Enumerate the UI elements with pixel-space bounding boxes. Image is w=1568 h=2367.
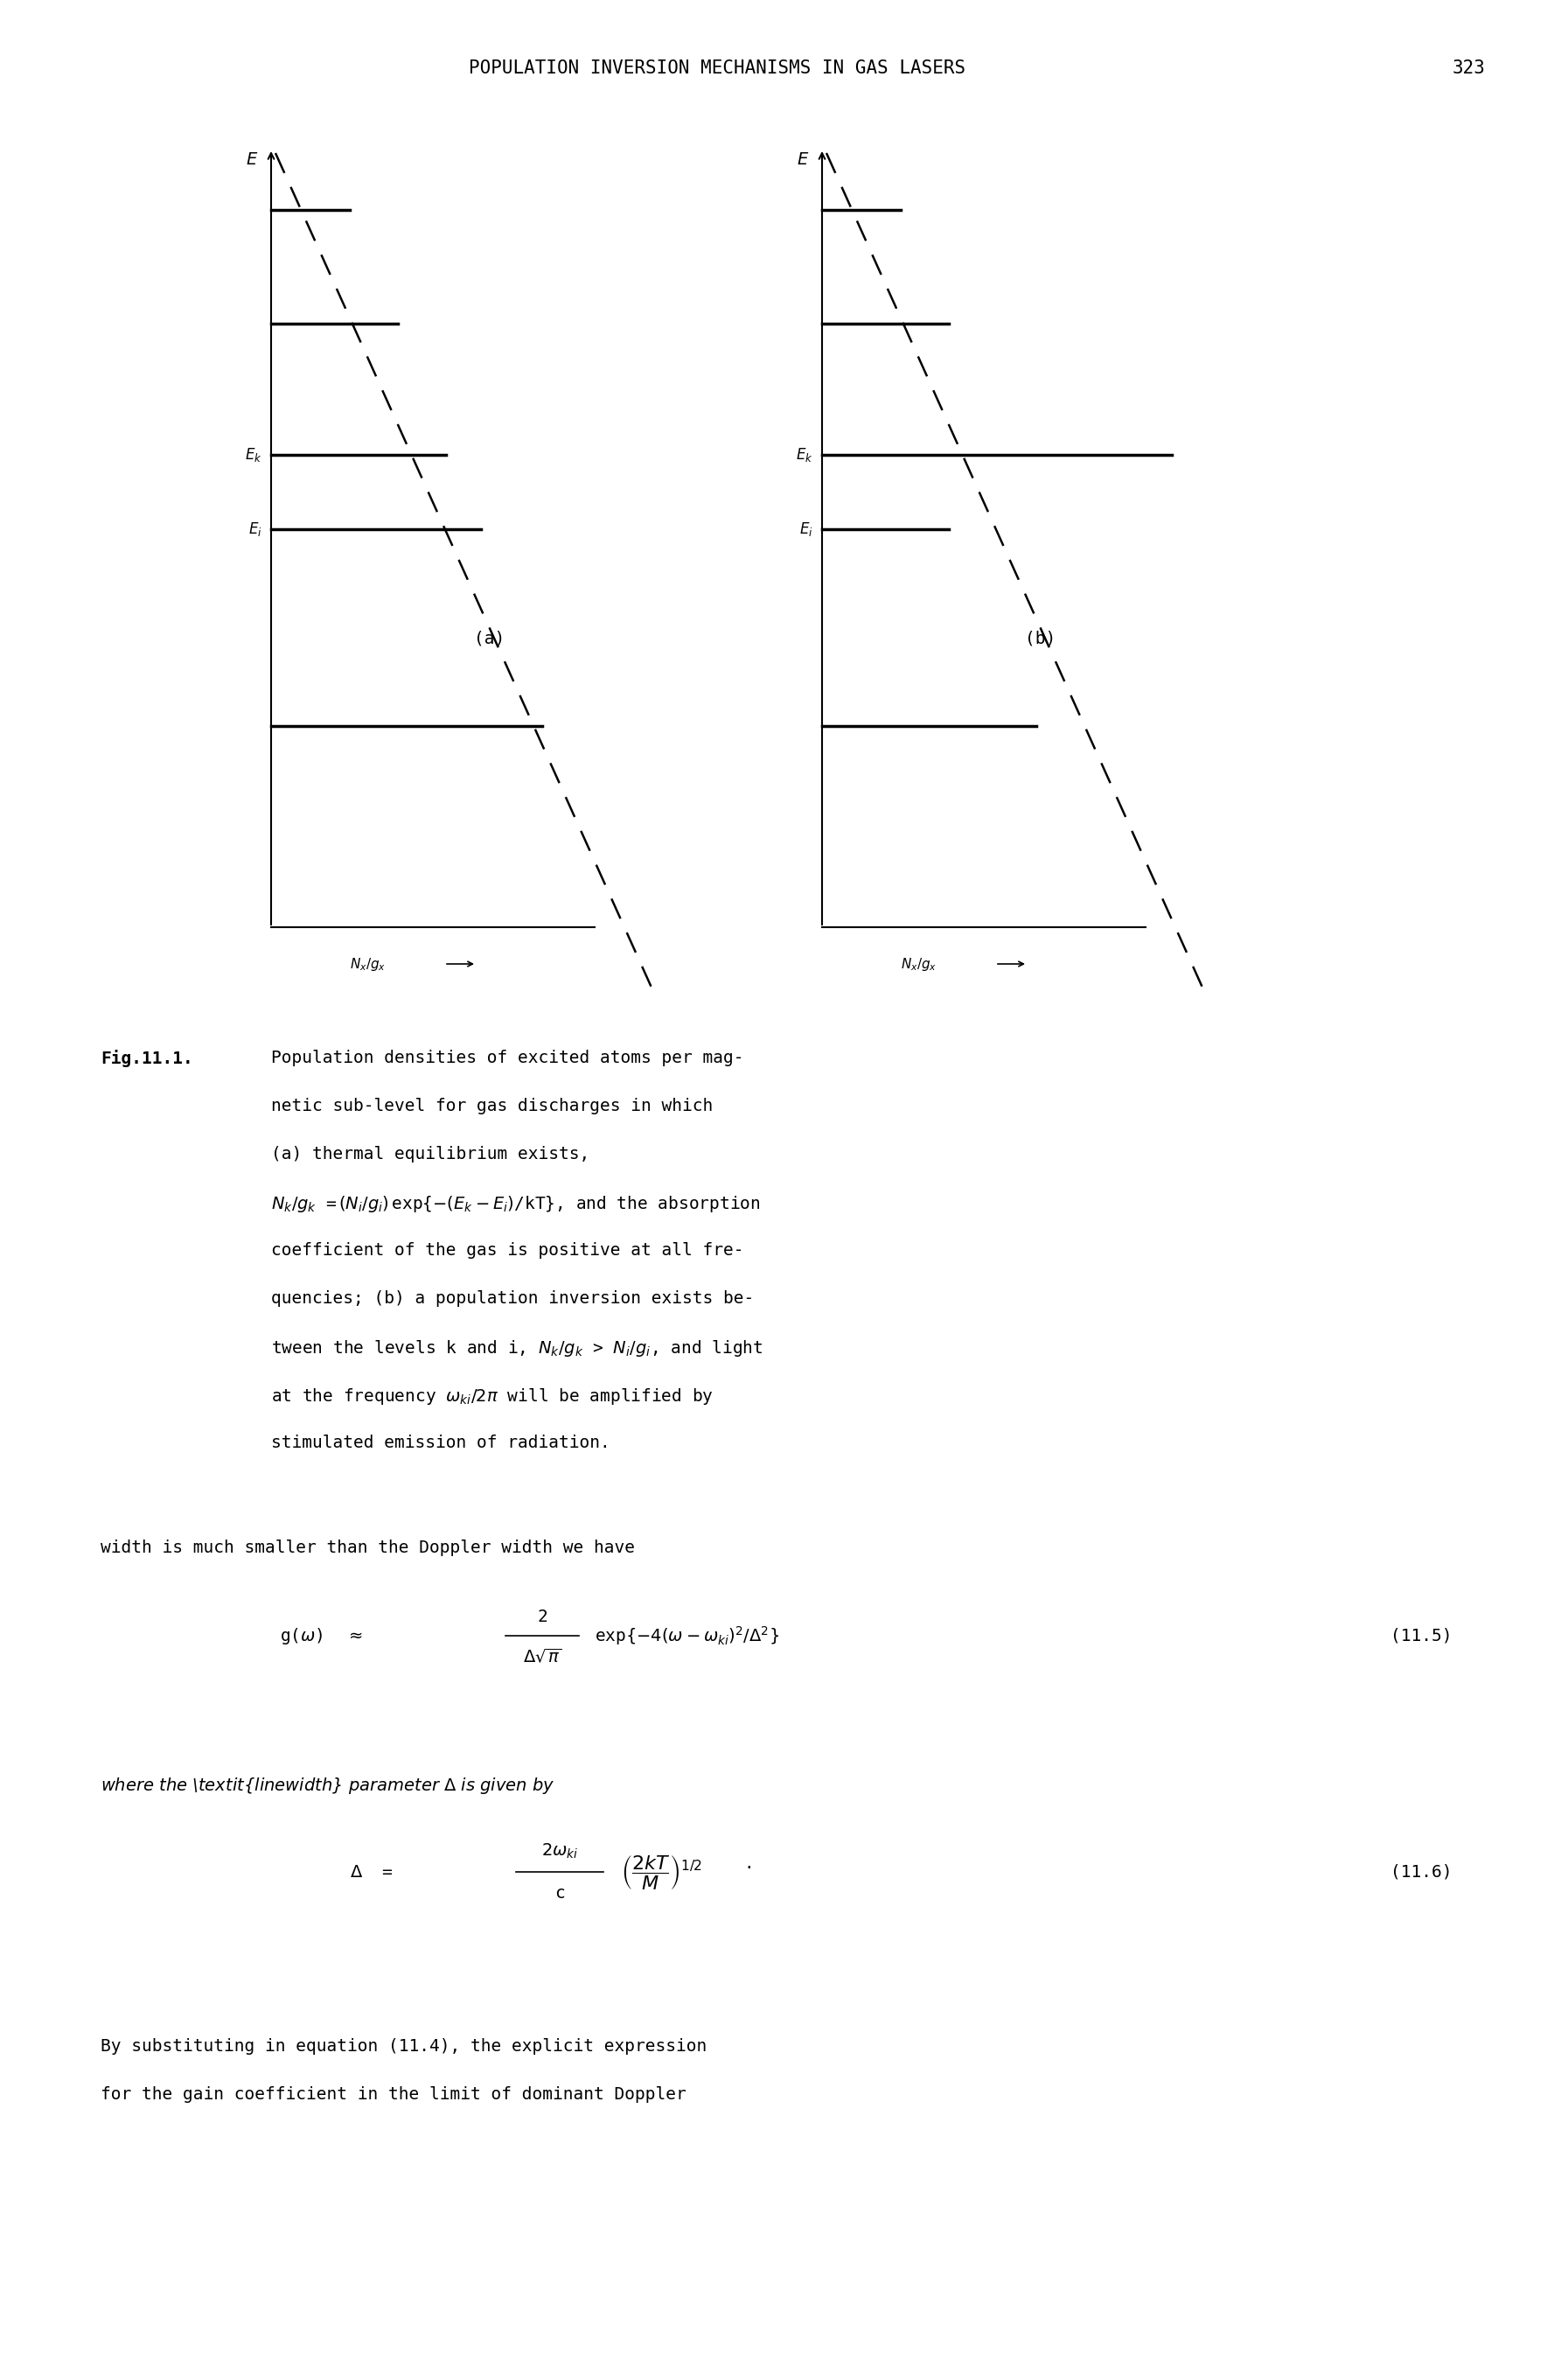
Text: width is much smaller than the Doppler width we have: width is much smaller than the Doppler w…: [100, 1539, 635, 1555]
Text: coefficient of the gas is positive at all fre-: coefficient of the gas is positive at al…: [271, 1243, 743, 1259]
Text: $E_k$: $E_k$: [245, 445, 262, 464]
Text: stimulated emission of radiation.: stimulated emission of radiation.: [271, 1434, 610, 1451]
Text: exp$\{-4(\omega-\omega_{ki})^2/\Delta^2\}$: exp$\{-4(\omega-\omega_{ki})^2/\Delta^2\…: [594, 1624, 779, 1647]
Text: (11.6): (11.6): [1391, 1863, 1452, 1879]
Text: $\left(\dfrac{2kT}{M}\right)^{1/2}$: $\left(\dfrac{2kT}{M}\right)^{1/2}$: [621, 1853, 702, 1891]
Text: POPULATION INVERSION MECHANISMS IN GAS LASERS: POPULATION INVERSION MECHANISMS IN GAS L…: [469, 59, 966, 78]
Text: $\Delta$  =: $\Delta$ =: [350, 1863, 394, 1879]
Text: $E_i$: $E_i$: [800, 521, 814, 537]
Text: (11.5): (11.5): [1391, 1628, 1452, 1645]
Text: at the frequency $\omega_{ki}/2\pi$ will be amplified by: at the frequency $\omega_{ki}/2\pi$ will…: [271, 1387, 713, 1406]
Text: g($\omega$)  $\approx$: g($\omega$) $\approx$: [279, 1626, 364, 1645]
Text: By substituting in equation (11.4), the explicit expression: By substituting in equation (11.4), the …: [100, 2038, 707, 2055]
Text: netic sub-level for gas discharges in which: netic sub-level for gas discharges in wh…: [271, 1098, 713, 1115]
Text: (b): (b): [1025, 630, 1057, 646]
Text: $E$: $E$: [246, 151, 259, 168]
Text: Fig.11.1.: Fig.11.1.: [100, 1049, 193, 1068]
Text: where the \textit{linewidth} parameter $\Delta$ is given by: where the \textit{linewidth} parameter $…: [100, 1775, 555, 1797]
Text: (a): (a): [474, 630, 505, 646]
Text: 2: 2: [538, 1607, 547, 1624]
Text: $E$: $E$: [797, 151, 809, 168]
Text: $N_k/g_k$ =$\,(N_i/g_i)\,$exp{$-(E_k-E_i)$/kT}, and the absorption: $N_k/g_k$ =$\,(N_i/g_i)\,$exp{$-(E_k-E_i…: [271, 1193, 760, 1214]
Text: c: c: [555, 1884, 564, 1901]
Text: $N_x/g_x$: $N_x/g_x$: [900, 956, 938, 973]
Text: (a) thermal equilibrium exists,: (a) thermal equilibrium exists,: [271, 1146, 590, 1162]
Text: $E_i$: $E_i$: [249, 521, 262, 537]
Text: 323: 323: [1452, 59, 1486, 78]
Text: quencies; (b) a population inversion exists be-: quencies; (b) a population inversion exi…: [271, 1290, 754, 1307]
Text: Population densities of excited atoms per mag-: Population densities of excited atoms pe…: [271, 1049, 743, 1065]
Text: $\Delta\sqrt{\pi}$: $\Delta\sqrt{\pi}$: [522, 1647, 561, 1666]
Text: $E_k$: $E_k$: [797, 445, 814, 464]
Text: tween the levels k and i, $N_k/g_k$ > $N_i/g_i$, and light: tween the levels k and i, $N_k/g_k$ > $N…: [271, 1337, 764, 1359]
Text: $2\omega_{ki}$: $2\omega_{ki}$: [541, 1842, 579, 1860]
Text: for the gain coefficient in the limit of dominant Doppler: for the gain coefficient in the limit of…: [100, 2085, 687, 2102]
Text: .: .: [743, 1856, 754, 1872]
Text: $N_x/g_x$: $N_x/g_x$: [350, 956, 386, 973]
